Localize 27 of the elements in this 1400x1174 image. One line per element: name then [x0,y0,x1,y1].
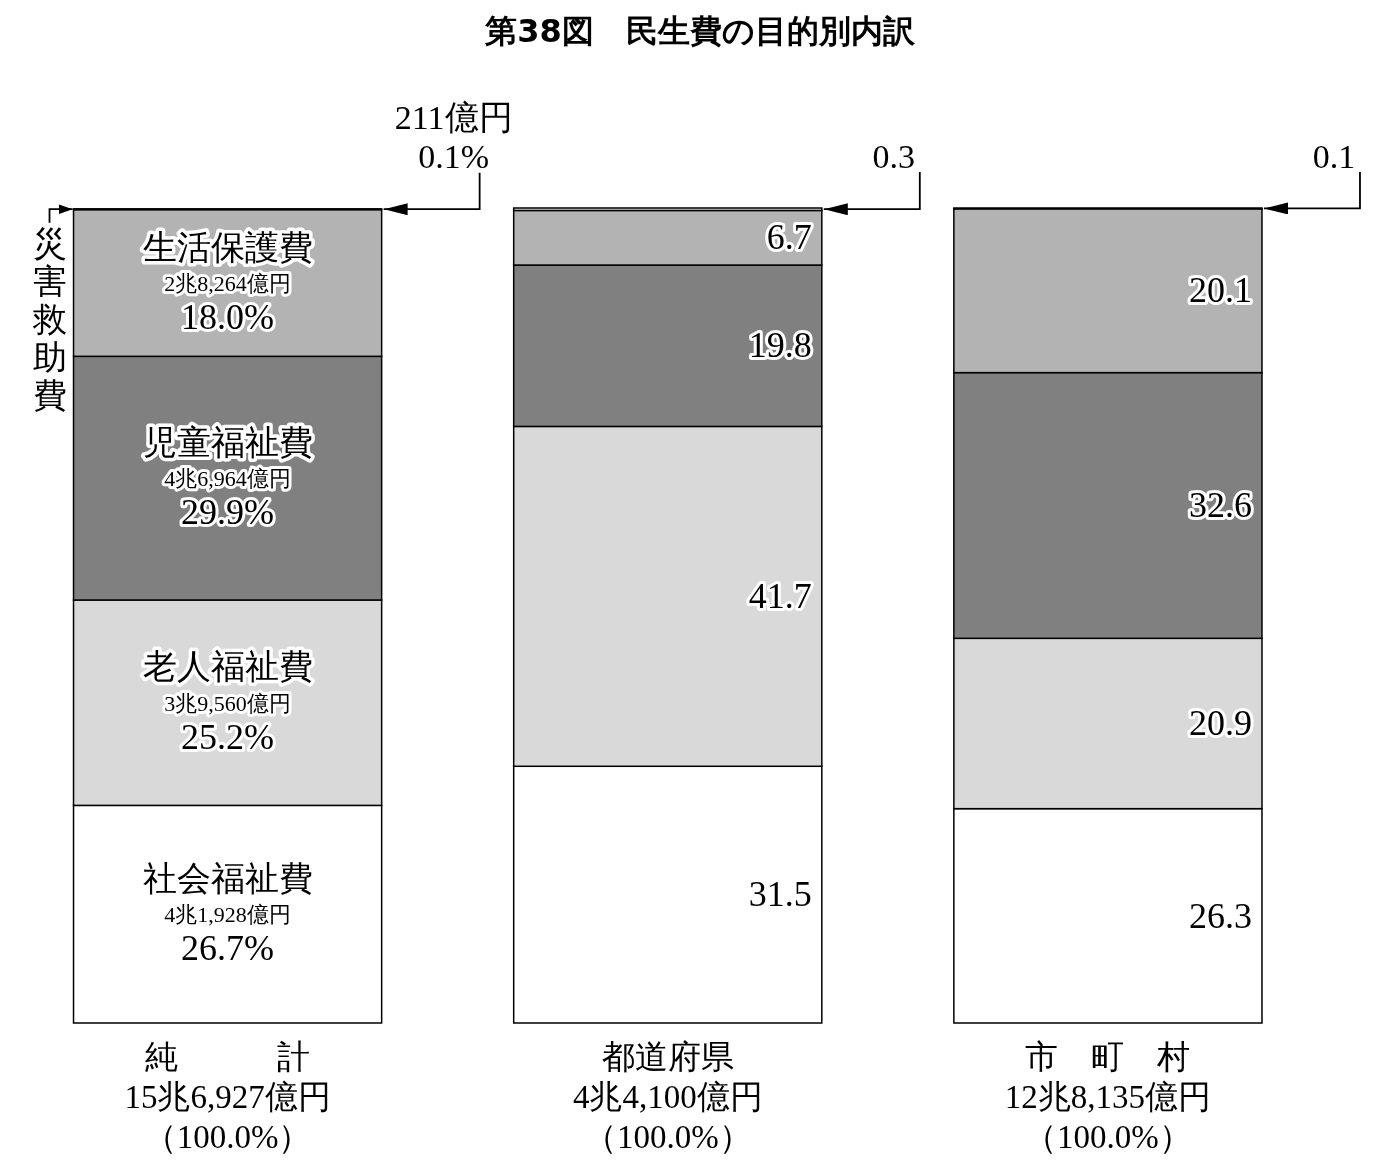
value-label: 41.7 [748,576,812,616]
category-label: 純 計 [145,1038,311,1075]
total-label: 4兆4,100億円（100.0%） [571,1078,764,1157]
value-label: 3兆9,560億円 25.2% [164,690,291,757]
series-name: 社会福祉費 [142,859,313,897]
total-label: 15兆6,927億円（100.0%） [123,1078,332,1157]
value-label: 20.1 [1188,270,1252,311]
value-label: 31.5 [748,874,812,915]
series-name: 老人福祉費 [142,648,313,686]
value-label: 2兆8,264億円 18.0% [164,271,291,337]
value-label: 4兆1,928億円 26.7% [164,902,291,969]
series-name: 児童福祉費 [142,423,313,461]
value-label: 4兆6,964億円 29.9% [164,466,291,533]
series-name: 生活保護費 [142,228,313,266]
value-label: 0.3 [872,137,916,175]
category-label: 都道府県 [601,1038,734,1075]
value-label: 20.9 [1188,703,1252,744]
value-label: 0.1 [1312,137,1356,175]
series-name: 災害救助費 [32,224,67,414]
value-label: 26.3 [1188,895,1252,936]
value-label: 32.6 [1188,485,1252,526]
value-label: 19.8 [748,325,812,366]
value-label: 6.7 [766,217,812,258]
category-label: 市 町 村 [1025,1038,1191,1075]
value-label: 211億円 0.1% [394,99,513,176]
title: 第38図 民生費の目的別内訳 [485,12,915,51]
total-label: 12兆8,135億円（100.0%） [1003,1078,1212,1157]
